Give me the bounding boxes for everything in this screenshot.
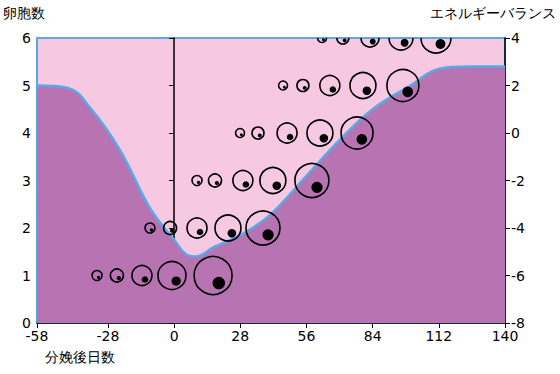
svg-text:3: 3 [22,173,31,189]
svg-text:-4: -4 [511,220,525,236]
svg-text:112: 112 [425,328,452,344]
svg-text:2: 2 [511,78,520,94]
svg-text:4: 4 [22,125,31,141]
svg-text:84: 84 [364,328,382,344]
svg-text:1: 1 [22,268,31,284]
svg-text:140: 140 [492,328,519,344]
svg-text:6: 6 [22,30,31,46]
svg-text:56: 56 [298,328,316,344]
svg-text:-8: -8 [511,315,525,331]
svg-text:2: 2 [22,220,31,236]
svg-text:-2: -2 [511,173,525,189]
svg-text:4: 4 [511,30,520,46]
svg-text:エネルギーバランス: エネルギーバランス [430,5,556,21]
svg-text:-28: -28 [96,328,119,344]
svg-text:0: 0 [511,125,520,141]
svg-text:28: 28 [231,328,249,344]
svg-text:-58: -58 [26,328,49,344]
svg-text:5: 5 [22,78,31,94]
svg-text:0: 0 [170,328,179,344]
svg-text:0: 0 [22,315,31,331]
svg-text:-6: -6 [511,268,525,284]
svg-text:分娩後日数: 分娩後日数 [45,349,115,365]
svg-text:卵胞数: 卵胞数 [3,5,45,21]
